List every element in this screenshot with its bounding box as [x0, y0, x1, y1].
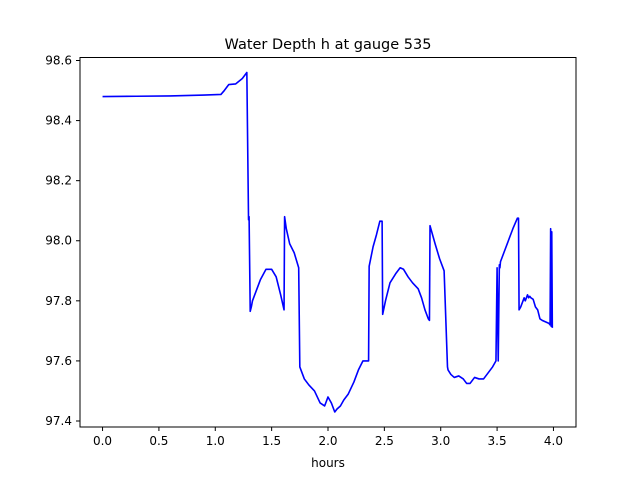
axes-frame: [79, 57, 577, 428]
x-tick-label: 1.0: [206, 434, 225, 448]
x-tick-label: 0.0: [93, 434, 112, 448]
x-tick-label: 3.5: [488, 434, 507, 448]
x-tick-label: 0.5: [149, 434, 168, 448]
x-tick-label: 2.0: [318, 434, 337, 448]
y-tick-label: 97.6: [45, 354, 72, 368]
x-axis: 0.0 0.5 1.0 1.5 2.0 2.5 3.0 3.5 4.0: [93, 427, 563, 448]
x-tick-label: 1.5: [262, 434, 281, 448]
y-tick-label: 98.6: [45, 54, 72, 68]
y-tick-label: 97.4: [45, 414, 72, 428]
plot-area: [102, 71, 554, 413]
y-axis: 97.4 97.6 97.8 98.0 98.2 98.4 98.6: [45, 54, 80, 428]
x-tick-label: 3.0: [431, 434, 450, 448]
x-tick-label: 4.0: [544, 434, 563, 448]
chart-title: Water Depth h at gauge 535: [225, 37, 432, 53]
y-tick-label: 98.0: [45, 234, 72, 248]
y-tick-label: 98.4: [45, 114, 72, 128]
series-line-0: [102, 71, 554, 413]
y-tick-label: 98.2: [45, 174, 72, 188]
y-tick-label: 97.8: [45, 294, 72, 308]
x-tick-label: 2.5: [375, 434, 394, 448]
x-axis-label: hours: [311, 456, 345, 470]
